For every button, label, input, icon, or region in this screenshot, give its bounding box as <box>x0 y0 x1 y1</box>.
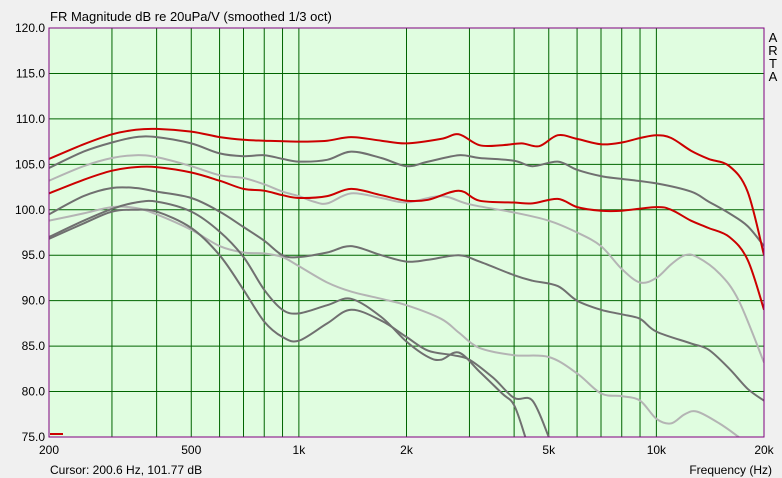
y-tick-label: 80.0 <box>22 385 46 399</box>
x-axis-label: Frequency (Hz) <box>689 463 772 477</box>
x-tick-label: 200 <box>39 443 59 457</box>
y-tick-label: 95.0 <box>22 248 46 262</box>
x-tick-label: 20k <box>754 443 774 457</box>
y-tick-label: 90.0 <box>22 294 46 308</box>
cursor-readout: Cursor: 200.6 Hz, 101.77 dB <box>50 463 203 477</box>
y-axis-ticks: 75.0 80.0 85.0 90.0 95.0 100.0 105.0 110.0 115.0… <box>15 21 45 444</box>
series-line-2 <box>49 165 764 311</box>
grid-lines <box>49 28 764 437</box>
x-tick-label: 5k <box>542 443 556 457</box>
x-tick-label: 1k <box>293 443 307 457</box>
arta-letter-a1: A <box>768 30 778 45</box>
y-tick-label: 115.0 <box>16 66 45 80</box>
arta-letter-r: R <box>768 43 778 58</box>
x-tick-label: 2k <box>400 443 414 457</box>
x-tick-label: 10k <box>647 443 667 457</box>
y-tick-label: 105.0 <box>15 157 45 171</box>
series-line-8 <box>49 205 740 437</box>
x-axis-ticks: 200 500 1k 2k 5k 10k 20k <box>39 443 775 457</box>
plot-frame <box>48 27 765 438</box>
y-tick-label: 100.0 <box>15 203 45 217</box>
arta-letter-t: T <box>769 56 777 71</box>
arta-letter-a2: A <box>768 69 778 84</box>
y-tick-label: 110.0 <box>16 112 45 126</box>
series-line-6 <box>49 208 550 437</box>
series-layer <box>49 127 764 437</box>
series-line-7 <box>49 154 764 363</box>
y-tick-label: 85.0 <box>22 339 46 353</box>
series-line-4 <box>49 186 764 402</box>
y-tick-label: 120.0 <box>15 21 45 35</box>
chart-title: FR Magnitude dB re 20uPa/V (smoothed 1/3… <box>50 9 332 24</box>
series-line-3 <box>49 135 764 247</box>
y-tick-label: 75.0 <box>22 430 46 444</box>
series-line-1 <box>49 127 764 256</box>
x-tick-label: 500 <box>181 443 201 457</box>
